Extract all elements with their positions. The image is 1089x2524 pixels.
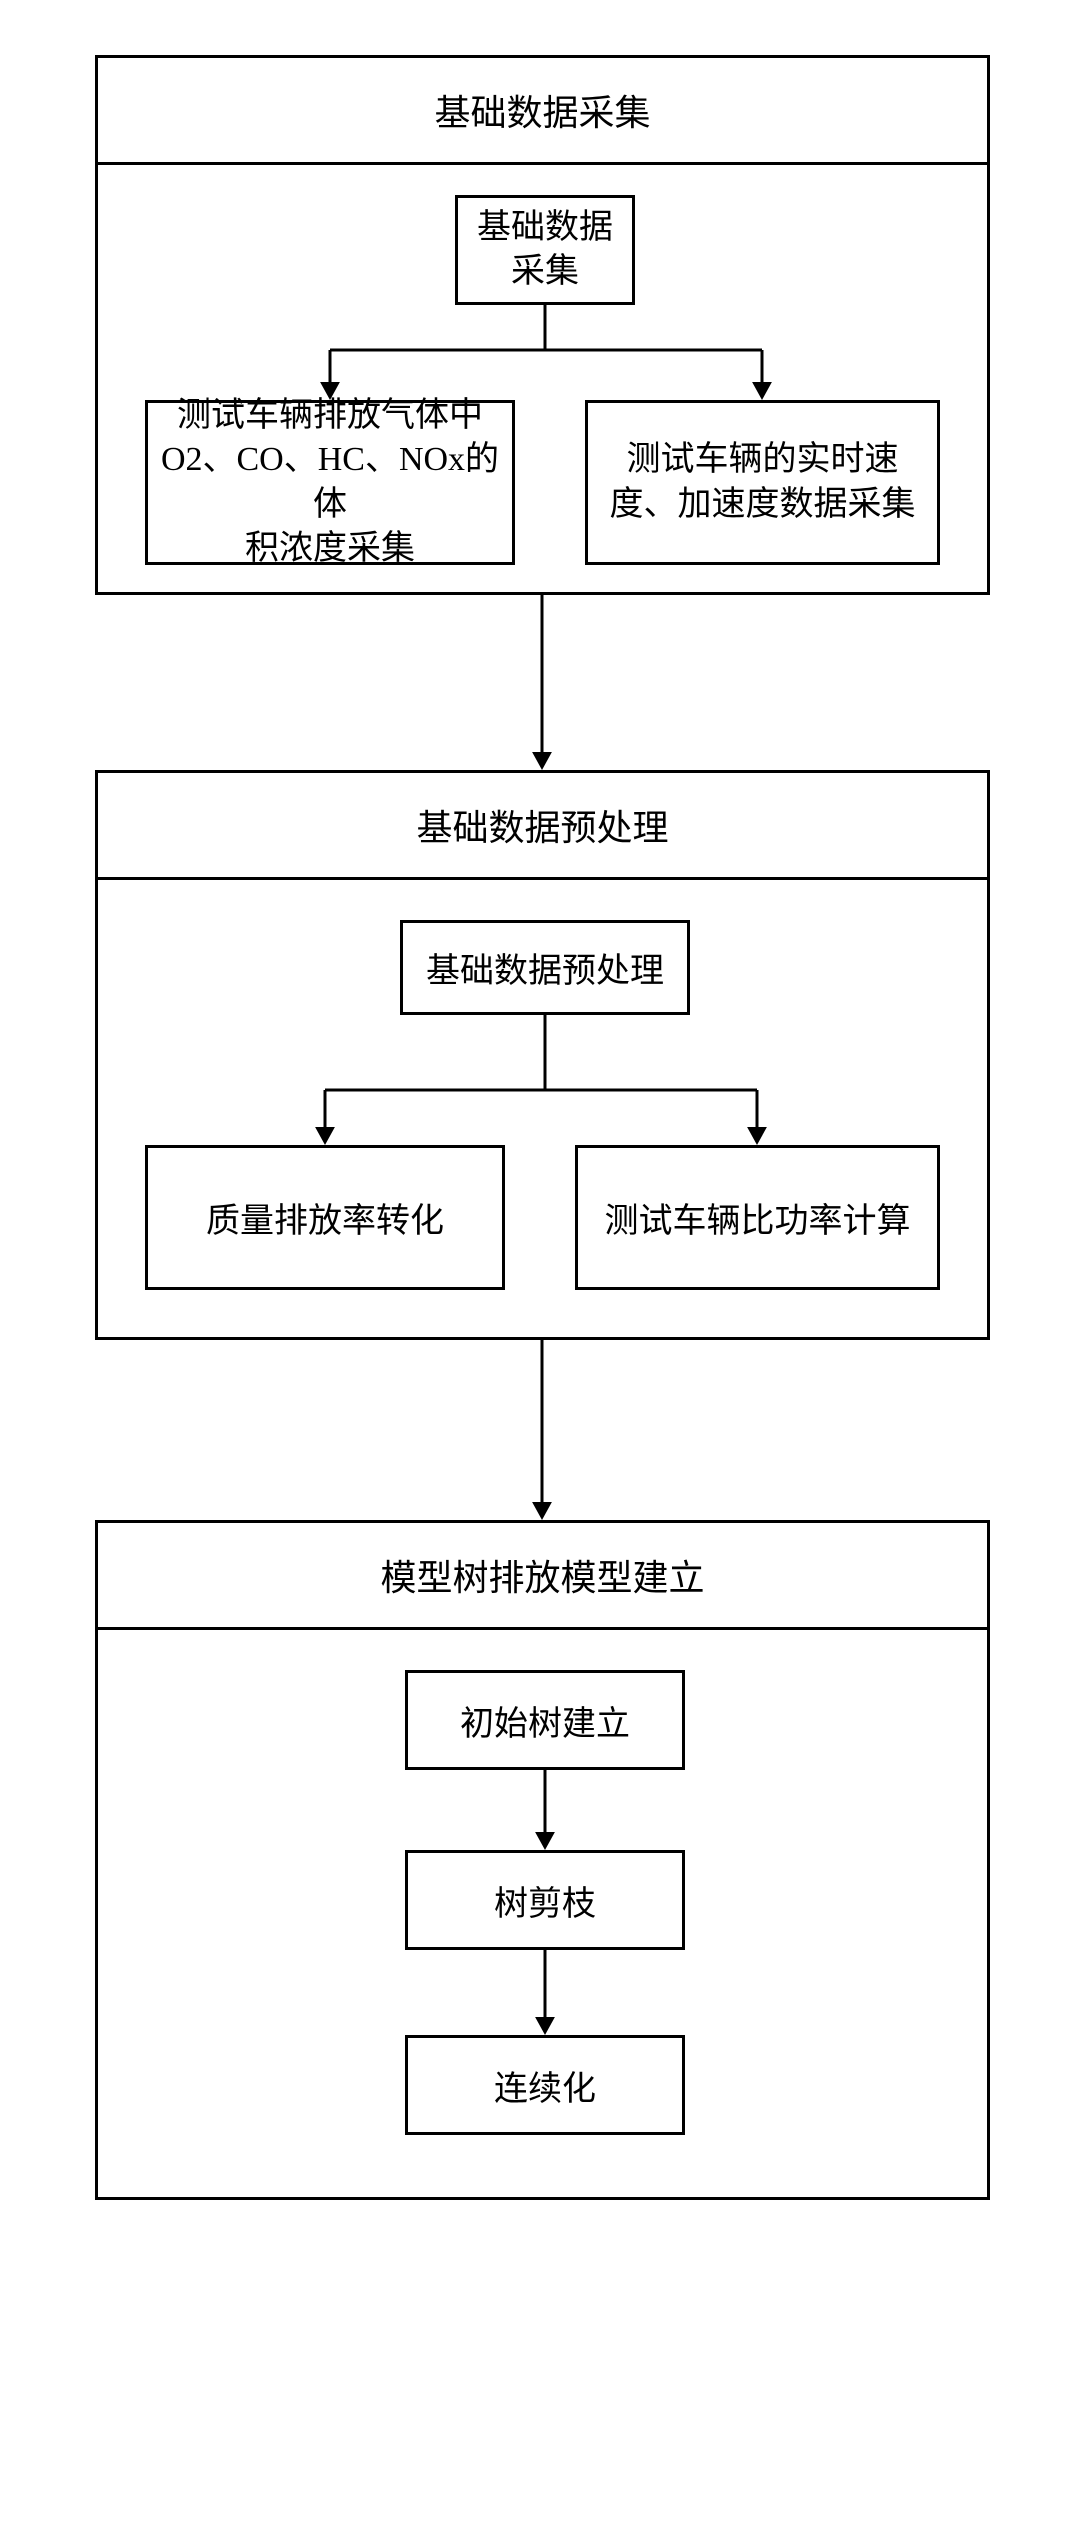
section3-n2-label: 树剪枝: [494, 1876, 596, 1925]
section2-root: 基础数据预处理: [400, 920, 690, 1015]
section1-right: 测试车辆的实时速 度、加速度数据采集: [585, 400, 940, 565]
section2-right: 测试车辆比功率计算: [575, 1145, 940, 1290]
section1-header: 基础数据采集: [95, 55, 990, 165]
section3-title: 模型树排放模型建立: [380, 1549, 704, 1601]
section3-n1-label: 初始树建立: [460, 1696, 630, 1745]
diagram-canvas: 基础数据采集 基础数据 采集 测试车辆排放气体中 O2、CO、HC、NOx的体 …: [0, 0, 1089, 2524]
section2-root-label: 基础数据预处理: [426, 943, 664, 992]
section1-left-label: 测试车辆排放气体中 O2、CO、HC、NOx的体 积浓度采集: [156, 394, 504, 571]
section2-header: 基础数据预处理: [95, 770, 990, 880]
section2-left-label: 质量排放率转化: [206, 1193, 444, 1242]
section3-n2: 树剪枝: [405, 1850, 685, 1950]
section2-right-label: 测试车辆比功率计算: [605, 1193, 911, 1242]
section1-root: 基础数据 采集: [455, 195, 635, 305]
section2-left: 质量排放率转化: [145, 1145, 505, 1290]
section3-n3-label: 连续化: [494, 2061, 596, 2110]
section3-n1: 初始树建立: [405, 1670, 685, 1770]
section1-root-label: 基础数据 采集: [477, 206, 613, 294]
section2-title: 基础数据预处理: [416, 799, 668, 851]
section3-n3: 连续化: [405, 2035, 685, 2135]
section1-title: 基础数据采集: [434, 84, 650, 136]
section1-right-label: 测试车辆的实时速 度、加速度数据采集: [610, 438, 916, 526]
section3-header: 模型树排放模型建立: [95, 1520, 990, 1630]
section1-left: 测试车辆排放气体中 O2、CO、HC、NOx的体 积浓度采集: [145, 400, 515, 565]
